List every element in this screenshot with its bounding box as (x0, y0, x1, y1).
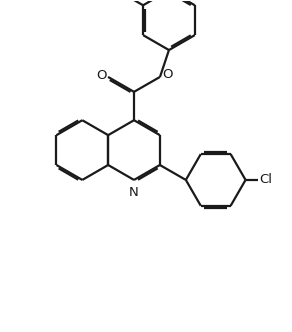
Text: Cl: Cl (260, 173, 272, 187)
Text: O: O (96, 69, 106, 82)
Text: O: O (163, 68, 173, 81)
Text: N: N (129, 186, 139, 199)
